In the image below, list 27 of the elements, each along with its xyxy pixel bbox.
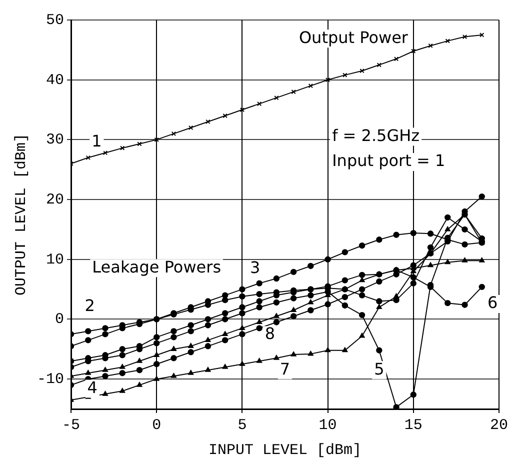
y-tick-label: 50 <box>46 12 64 29</box>
series-label: 3 <box>250 258 260 278</box>
x-tick-label: 0 <box>152 416 162 434</box>
x-tick-label: 20 <box>490 416 508 434</box>
y-tick-label: 20 <box>46 192 64 209</box>
x-tick-label: 5 <box>238 416 247 434</box>
y-tick-label: 30 <box>46 132 64 149</box>
series-label: 7 <box>280 359 290 378</box>
annotation: Output Power <box>298 28 408 47</box>
annotation: f = 2.5GHz <box>332 126 420 145</box>
annotation: Leakage Powers <box>92 257 222 276</box>
series-label: 4 <box>87 378 98 397</box>
y-tick-label: 40 <box>46 72 64 89</box>
series-label: 1 <box>92 132 102 151</box>
x-tick-label: 10 <box>318 416 337 434</box>
x-tick-label: 15 <box>404 416 422 434</box>
x-tick-label: -5 <box>62 416 80 434</box>
y-tick-label: 10 <box>46 251 64 268</box>
annotation: Input port = 1 <box>332 151 446 170</box>
series-label: 5 <box>374 359 384 378</box>
series-label: 8 <box>264 324 276 344</box>
y-tick-label: -10 <box>36 371 64 388</box>
y-tick-label: 0 <box>54 311 64 328</box>
y-axis-title: OUTPUT LEVEL [dBm] <box>12 133 30 296</box>
x-axis-title: INPUT LEVEL [dBm] <box>208 442 362 459</box>
series-label: 6 <box>487 293 498 312</box>
series-label: 2 <box>84 296 95 316</box>
